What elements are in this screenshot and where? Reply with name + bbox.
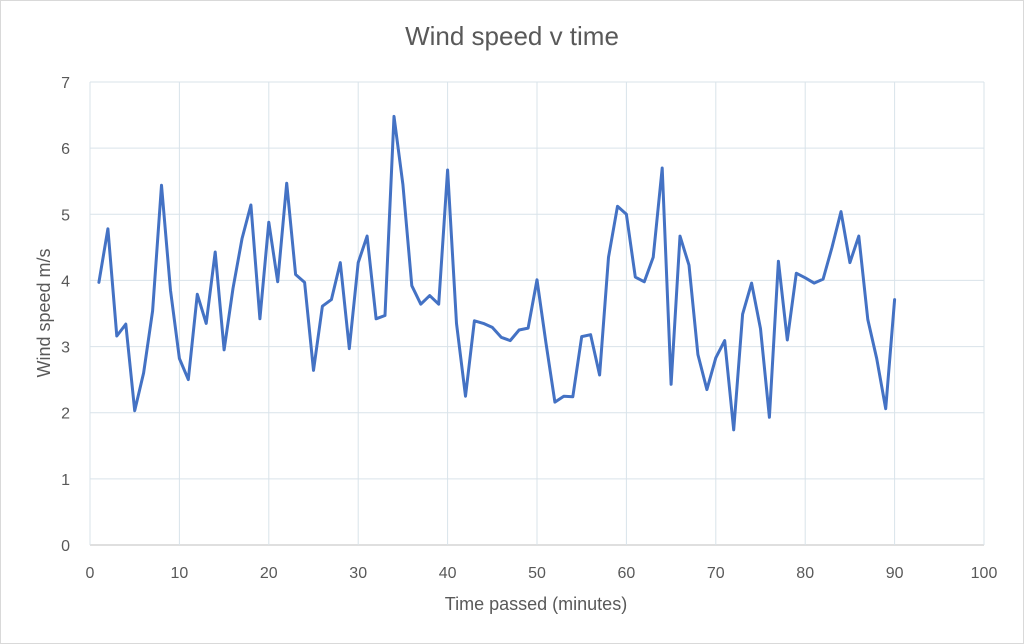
y-tick-label: 3 [61,340,70,357]
x-tick-label: 70 [707,565,725,582]
y-tick-label: 0 [61,538,70,555]
y-axis-label: Wind speed m/s [34,248,54,377]
series-layer [97,114,897,432]
x-tick-label: 20 [260,565,278,582]
x-tick-label: 100 [971,565,998,582]
x-tick-label: 0 [86,565,95,582]
y-tick-label: 6 [61,141,70,158]
y-tick-label: 1 [61,472,70,489]
x-tick-label: 50 [528,565,546,582]
x-tick-label: 40 [439,565,457,582]
x-tick-label: 30 [349,565,367,582]
x-tick-label: 10 [171,565,189,582]
x-tick-label: 90 [886,565,904,582]
x-tick-label: 60 [618,565,636,582]
y-tick-label: 2 [61,406,70,423]
y-tick-label: 5 [61,207,70,224]
y-tick-label: 4 [61,273,70,290]
gridlines [89,81,985,546]
x-tick-label: 80 [796,565,814,582]
y-tick-label: 7 [61,75,70,92]
series-line [97,114,897,432]
chart-title: Wind speed v time [405,21,619,51]
x-axis-label: Time passed (minutes) [445,594,627,614]
